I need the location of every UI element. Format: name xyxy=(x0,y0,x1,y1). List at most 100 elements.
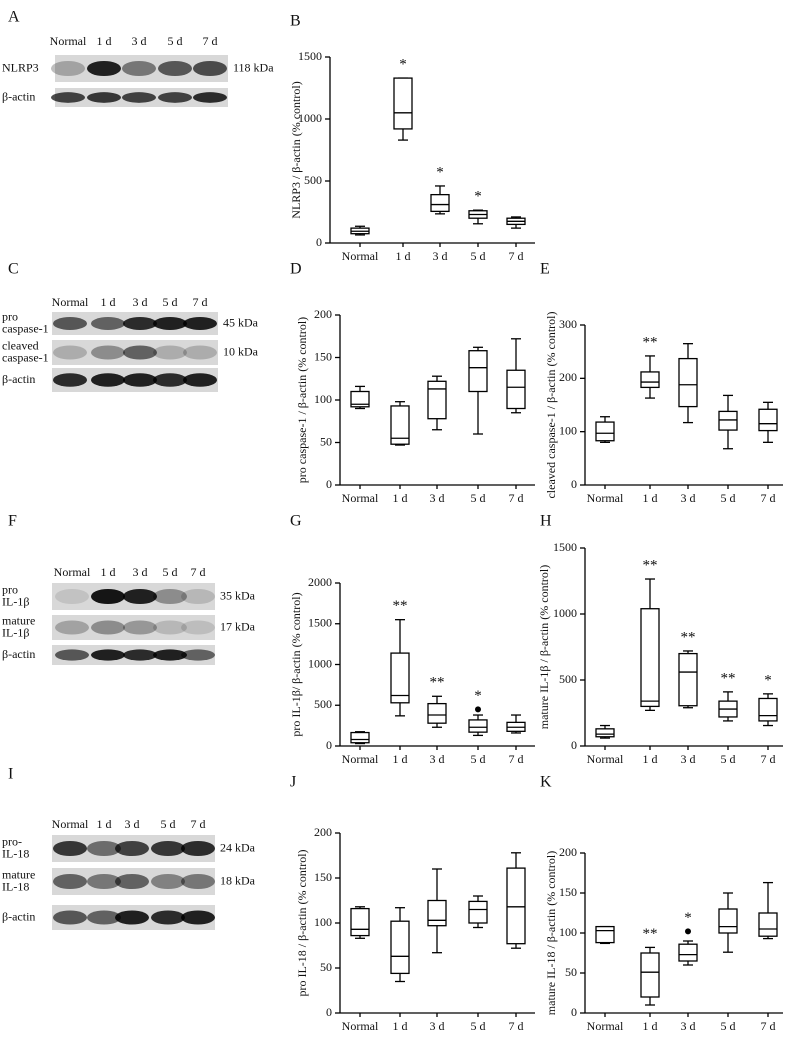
lane-label: 7 d xyxy=(193,295,208,309)
y-axis-label: pro IL-18 / β-actin (% control) xyxy=(295,849,309,996)
x-tick-label: 1 d xyxy=(393,491,408,505)
box xyxy=(350,731,370,744)
blot-band xyxy=(91,317,125,330)
y-tick-label: 1000 xyxy=(553,606,577,620)
x-tick-label: 7 d xyxy=(761,1019,776,1033)
box xyxy=(390,405,410,445)
blot-band xyxy=(181,873,215,890)
blot-band xyxy=(153,373,187,387)
y-tick-label: 100 xyxy=(314,392,332,406)
blot-band xyxy=(153,649,187,661)
x-tick-label: 7 d xyxy=(509,491,524,505)
box xyxy=(430,193,450,213)
y-tick-label: 1500 xyxy=(553,540,577,554)
panel-letter: B xyxy=(290,13,301,30)
blot-band xyxy=(181,649,215,661)
blot-band xyxy=(115,910,149,925)
significance: ** xyxy=(681,629,696,645)
blot-band xyxy=(183,373,217,387)
x-tick-label: Normal xyxy=(342,491,379,505)
x-tick-label: Normal xyxy=(342,249,379,263)
box xyxy=(640,952,660,998)
blot-band xyxy=(151,840,185,857)
x-tick-label: 7 d xyxy=(761,752,776,766)
x-tick-label: 7 d xyxy=(761,491,776,505)
blot-band xyxy=(55,620,89,635)
significance: * xyxy=(764,672,772,688)
lane-label: Normal xyxy=(52,295,89,309)
y-tick-label: 0 xyxy=(316,235,322,249)
box xyxy=(350,907,370,937)
box xyxy=(640,608,660,708)
blot-band xyxy=(151,910,185,925)
x-tick-label: 7 d xyxy=(509,752,524,766)
box xyxy=(718,908,738,934)
significance: ** xyxy=(430,675,445,691)
box xyxy=(468,719,488,733)
y-tick-label: 500 xyxy=(314,697,332,711)
lane-label: 1 d xyxy=(101,565,116,579)
x-tick-label: 3 d xyxy=(681,491,696,505)
kda-label: 35 kDa xyxy=(220,588,256,602)
y-tick-label: 0 xyxy=(326,477,332,491)
blot-band xyxy=(53,910,87,925)
y-tick-label: 0 xyxy=(326,738,332,752)
blot-band xyxy=(51,92,85,103)
row-label: β-actin xyxy=(2,89,35,103)
kda-label: 10 kDa xyxy=(223,344,259,358)
y-tick-label: 150 xyxy=(314,349,332,363)
lane-label: 7 d xyxy=(203,34,218,48)
box xyxy=(678,943,698,962)
box xyxy=(758,697,778,722)
blot-band xyxy=(153,588,187,605)
x-tick-label: 1 d xyxy=(643,752,658,766)
x-tick-label: 1 d xyxy=(643,1019,658,1033)
row-label: mature xyxy=(2,613,35,627)
lane-label: Normal xyxy=(50,34,87,48)
y-tick-label: 500 xyxy=(304,173,322,187)
y-tick-label: 0 xyxy=(571,1005,577,1019)
box xyxy=(595,728,615,738)
box xyxy=(678,652,698,707)
blot-band xyxy=(153,620,187,635)
x-tick-label: 1 d xyxy=(643,491,658,505)
blot-band xyxy=(91,345,125,360)
y-tick-label: 200 xyxy=(314,825,332,839)
kda-label: 118 kDa xyxy=(233,60,274,74)
y-tick-label: 1500 xyxy=(298,49,322,63)
lane-label: 5 d xyxy=(163,295,178,309)
box xyxy=(718,410,738,431)
x-tick-label: 5 d xyxy=(721,1019,736,1033)
x-tick-label: 5 d xyxy=(721,491,736,505)
blot-band xyxy=(183,317,217,330)
x-tick-label: Normal xyxy=(342,752,379,766)
y-tick-label: 0 xyxy=(571,738,577,752)
x-tick-label: 1 d xyxy=(393,752,408,766)
blot-band xyxy=(123,373,157,387)
blot-band xyxy=(55,649,89,661)
blot-band xyxy=(87,92,121,103)
lane-label: 3 d xyxy=(133,565,148,579)
row-label: mature xyxy=(2,867,35,881)
lane-label: 1 d xyxy=(97,34,112,48)
kda-label: 17 kDa xyxy=(220,619,256,633)
kda-label: 24 kDa xyxy=(220,840,256,854)
blot-band xyxy=(91,373,125,387)
blot-band xyxy=(53,345,87,360)
y-axis-label: cleaved caspase-1 / β-actin (% control) xyxy=(544,311,558,498)
box xyxy=(758,912,778,937)
blot-band xyxy=(115,873,149,890)
lane-label: 3 d xyxy=(133,295,148,309)
y-tick-label: 1000 xyxy=(298,111,322,125)
blot-strip xyxy=(52,615,215,640)
x-tick-label: 1 d xyxy=(396,249,411,263)
x-tick-label: 3 d xyxy=(430,752,445,766)
panel-letter: A xyxy=(8,9,20,26)
row-label: pro- xyxy=(2,834,22,848)
panel-letter: D xyxy=(290,261,302,278)
y-tick-label: 200 xyxy=(559,845,577,859)
y-axis-label: mature IL-18 / β-actin (% control) xyxy=(544,851,558,1015)
significance: ** xyxy=(721,670,736,686)
y-tick-label: 50 xyxy=(320,434,332,448)
y-tick-label: 100 xyxy=(314,915,332,929)
